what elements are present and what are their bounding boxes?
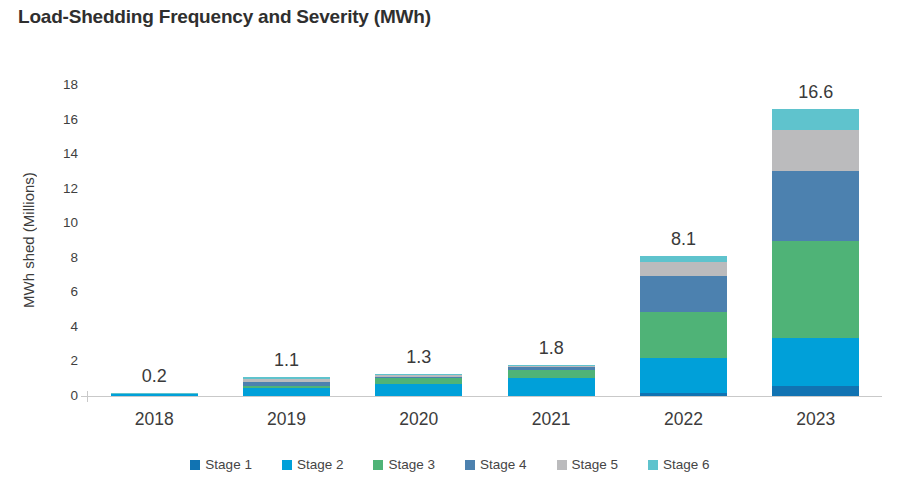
x-label-2018: 2018 <box>88 409 220 430</box>
bar-segment-stage3-2021 <box>508 370 595 378</box>
stacked-bar-2018 <box>111 393 198 396</box>
chart-title: Load-Shedding Frequency and Severity (MW… <box>18 6 431 28</box>
plot-area: 0.2 1.1 1.3 1.8 8.1 16.6 <box>88 85 882 397</box>
y-tick-label-6: 6 <box>38 283 78 301</box>
legend-label: Stage 3 <box>388 457 435 472</box>
stacked-bar-2023 <box>772 109 859 396</box>
bar-segment-stage2-2018 <box>111 394 198 396</box>
y-tick-label-4: 4 <box>38 318 78 336</box>
bar-segment-stage1-2022 <box>640 393 727 396</box>
bar-segment-stage2-2021 <box>508 378 595 396</box>
y-tick-label-0: 0 <box>38 387 78 405</box>
legend-swatch-icon <box>282 460 292 470</box>
chart-legend: Stage 1 Stage 2 Stage 3 Stage 4 Stage 5 Stage… <box>0 457 900 472</box>
total-label-2022: 8.1 <box>671 229 696 249</box>
total-label-2019: 1.1 <box>274 350 299 370</box>
y-tick-label-8: 8 <box>38 249 78 267</box>
legend-swatch-icon <box>373 460 383 470</box>
legend-label: Stage 4 <box>480 457 527 472</box>
legend-label: Stage 5 <box>572 457 619 472</box>
legend-item-stage2: Stage 2 <box>282 457 344 472</box>
bar-segment-stage1-2023 <box>772 386 859 396</box>
bar-segment-stage5-2023 <box>772 130 859 171</box>
bar-segment-stage6-2023 <box>772 109 859 130</box>
y-tick-label-14: 14 <box>38 145 78 163</box>
bar-slot-2019: 1.1 <box>220 85 352 396</box>
bar-slot-2018: 0.2 <box>88 85 220 396</box>
bar-segment-stage3-2022 <box>640 312 727 358</box>
total-label-2018: 0.2 <box>142 366 167 386</box>
legend-item-stage5: Stage 5 <box>557 457 619 472</box>
y-tick-label-16: 16 <box>38 111 78 129</box>
legend-label: Stage 1 <box>205 457 252 472</box>
bar-segment-stage4-2022 <box>640 276 727 312</box>
legend-swatch-icon <box>648 460 658 470</box>
x-axis-labels: 201820192020202120222023 <box>88 409 882 430</box>
y-tick-label-10: 10 <box>38 214 78 232</box>
bar-slot-2021: 1.8 <box>485 85 617 396</box>
y-axis-title: MWh shed (Millions) <box>20 85 37 396</box>
load-shedding-chart: Load-Shedding Frequency and Severity (MW… <box>0 0 900 496</box>
x-label-2023: 2023 <box>750 409 882 430</box>
bar-segment-stage2-2022 <box>640 358 727 393</box>
legend-item-stage6: Stage 6 <box>648 457 710 472</box>
x-label-2020: 2020 <box>353 409 485 430</box>
bar-segment-stage3-2023 <box>772 241 859 338</box>
x-label-2019: 2019 <box>220 409 352 430</box>
y-tick-label-18: 18 <box>38 76 78 94</box>
legend-item-stage3: Stage 3 <box>373 457 435 472</box>
stacked-bar-2022 <box>640 256 727 396</box>
origin-tick-vertical <box>87 391 88 402</box>
legend-swatch-icon <box>557 460 567 470</box>
y-tick-label-2: 2 <box>38 352 78 370</box>
bar-slot-2023: 16.6 <box>750 85 882 396</box>
bar-segment-stage4-2023 <box>772 171 859 242</box>
legend-swatch-icon <box>465 460 475 470</box>
legend-swatch-icon <box>190 460 200 470</box>
bar-slot-2020: 1.3 <box>353 85 485 396</box>
stacked-bar-2020 <box>375 374 462 396</box>
stacked-bar-2021 <box>508 365 595 396</box>
bar-segment-stage5-2022 <box>640 262 727 276</box>
total-label-2023: 16.6 <box>798 82 833 102</box>
bar-slot-2022: 8.1 <box>617 85 749 396</box>
legend-item-stage1: Stage 1 <box>190 457 252 472</box>
x-label-2022: 2022 <box>617 409 749 430</box>
legend-label: Stage 2 <box>297 457 344 472</box>
legend-item-stage4: Stage 4 <box>465 457 527 472</box>
bar-segment-stage2-2020 <box>375 384 462 396</box>
y-tick-label-12: 12 <box>38 180 78 198</box>
bar-segment-stage2-2019 <box>243 388 330 396</box>
legend-label: Stage 6 <box>663 457 710 472</box>
bar-segment-stage2-2023 <box>772 338 859 386</box>
x-label-2021: 2021 <box>485 409 617 430</box>
stacked-bar-2019 <box>243 377 330 396</box>
total-label-2020: 1.3 <box>406 347 431 367</box>
total-label-2021: 1.8 <box>539 338 564 358</box>
